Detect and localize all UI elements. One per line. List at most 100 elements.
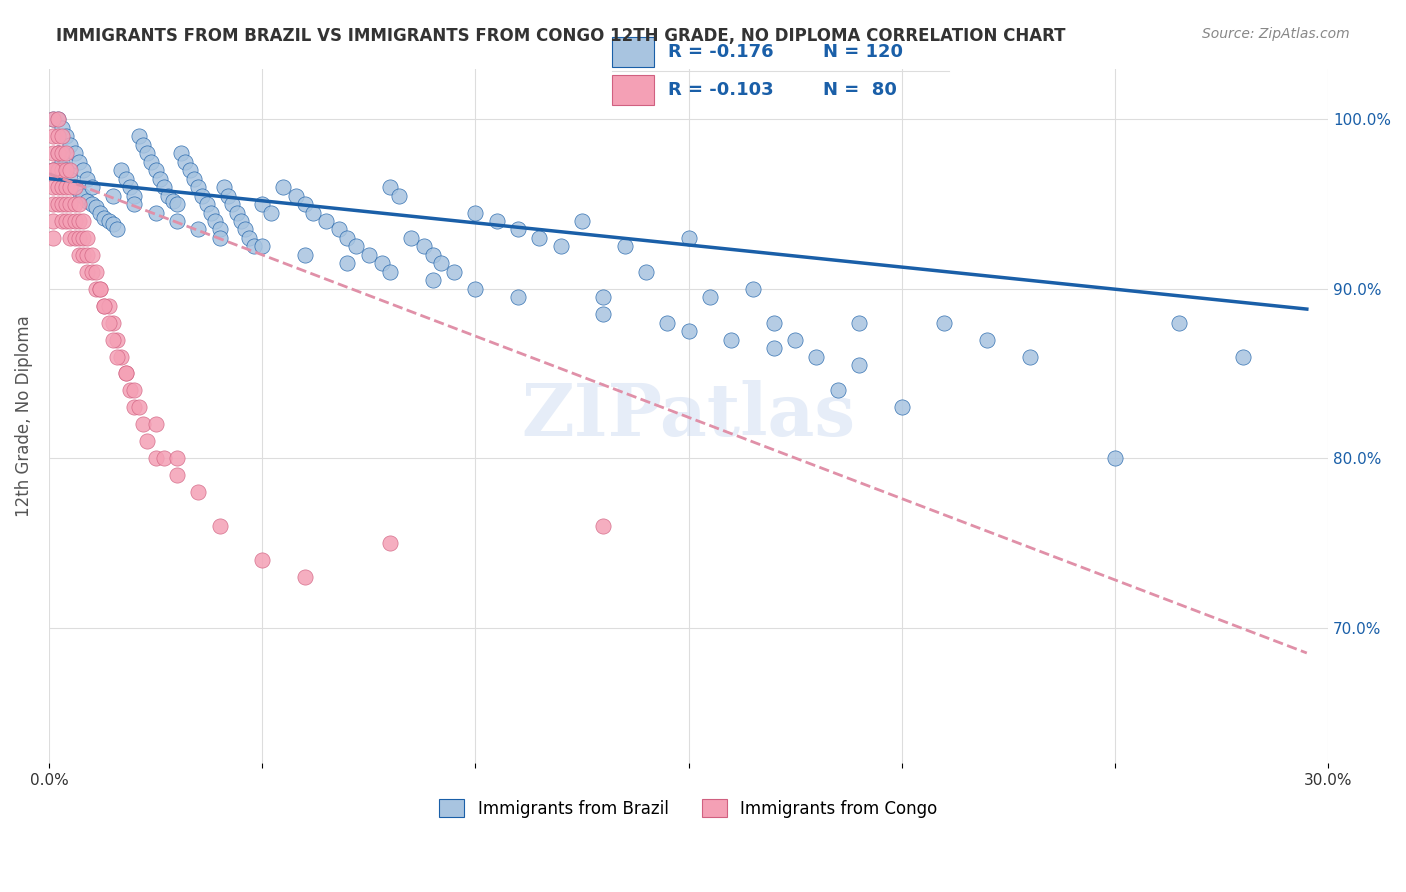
Point <box>233 222 256 236</box>
Text: N =  80: N = 80 <box>823 81 897 99</box>
Point <box>294 248 316 262</box>
Point <box>97 299 120 313</box>
Point <box>153 180 176 194</box>
Point <box>51 214 73 228</box>
Point <box>59 163 82 178</box>
Point <box>122 401 145 415</box>
Point <box>42 146 65 161</box>
Point <box>89 282 111 296</box>
Point <box>191 188 214 202</box>
Point <box>122 384 145 398</box>
Point <box>229 214 252 228</box>
Point <box>720 333 742 347</box>
Point <box>170 146 193 161</box>
Point <box>344 239 367 253</box>
Point <box>378 536 401 550</box>
Point <box>55 214 77 228</box>
Text: IMMIGRANTS FROM BRAZIL VS IMMIGRANTS FROM CONGO 12TH GRADE, NO DIPLOMA CORRELATI: IMMIGRANTS FROM BRAZIL VS IMMIGRANTS FRO… <box>56 27 1066 45</box>
Point <box>114 171 136 186</box>
Text: ZIPatlas: ZIPatlas <box>522 380 856 451</box>
Point <box>51 146 73 161</box>
Point <box>67 184 90 198</box>
Point <box>785 333 807 347</box>
Point <box>157 188 180 202</box>
Point <box>97 316 120 330</box>
Point <box>132 417 155 432</box>
Point <box>550 239 572 253</box>
Point <box>76 171 98 186</box>
Point <box>592 519 614 533</box>
Point <box>67 154 90 169</box>
Point <box>250 239 273 253</box>
Point <box>110 163 132 178</box>
Point <box>806 350 828 364</box>
Point <box>1018 350 1040 364</box>
Point <box>204 214 226 228</box>
Point <box>762 316 785 330</box>
Point <box>890 401 912 415</box>
Point <box>114 367 136 381</box>
Point <box>183 171 205 186</box>
Point <box>67 248 90 262</box>
Point <box>89 205 111 219</box>
Point <box>46 146 69 161</box>
Text: R = -0.176: R = -0.176 <box>668 43 773 61</box>
Point <box>506 222 529 236</box>
Point <box>59 171 82 186</box>
Point <box>250 197 273 211</box>
Point <box>101 316 124 330</box>
Point <box>42 112 65 127</box>
Point <box>166 197 188 211</box>
Point <box>114 367 136 381</box>
Point <box>42 129 65 144</box>
Point <box>59 137 82 152</box>
Point <box>59 180 82 194</box>
Point <box>67 214 90 228</box>
Point <box>59 214 82 228</box>
Point <box>55 129 77 144</box>
Point <box>225 205 247 219</box>
Point <box>848 358 870 372</box>
Point <box>200 205 222 219</box>
Point <box>46 146 69 161</box>
FancyBboxPatch shape <box>612 37 654 68</box>
Point <box>63 146 86 161</box>
Point <box>571 214 593 228</box>
Point <box>422 273 444 287</box>
Point <box>76 231 98 245</box>
Point <box>63 180 86 194</box>
Point <box>208 519 231 533</box>
Point <box>187 485 209 500</box>
Point <box>145 163 167 178</box>
Point <box>285 188 308 202</box>
Point <box>529 231 551 245</box>
Point <box>105 222 128 236</box>
Point <box>613 239 636 253</box>
Point <box>46 112 69 127</box>
Point <box>51 180 73 194</box>
Text: R = -0.103: R = -0.103 <box>668 81 773 99</box>
Point <box>136 146 159 161</box>
Point <box>741 282 763 296</box>
Point <box>76 265 98 279</box>
Point <box>678 324 700 338</box>
Point <box>848 316 870 330</box>
Point <box>42 180 65 194</box>
Point <box>174 154 197 169</box>
Text: N = 120: N = 120 <box>823 43 903 61</box>
Point <box>336 231 359 245</box>
Point <box>153 451 176 466</box>
Point <box>388 188 411 202</box>
Point <box>1232 350 1254 364</box>
Point <box>93 299 115 313</box>
Point <box>187 180 209 194</box>
Point <box>294 197 316 211</box>
Point <box>132 137 155 152</box>
Point <box>63 180 86 194</box>
Point <box>260 205 283 219</box>
Point <box>63 197 86 211</box>
Point <box>59 197 82 211</box>
Point <box>46 180 69 194</box>
Point <box>46 197 69 211</box>
Point <box>55 180 77 194</box>
